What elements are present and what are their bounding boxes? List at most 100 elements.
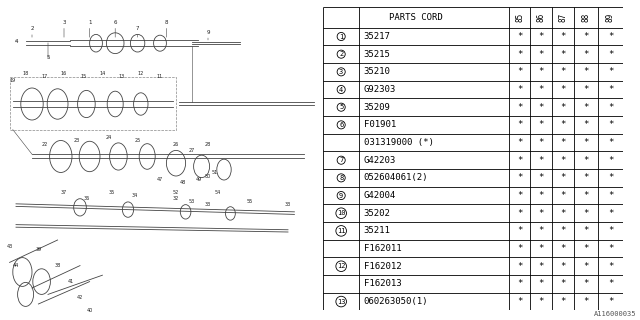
Text: *: * (560, 85, 566, 94)
Text: *: * (583, 156, 589, 165)
Text: *: * (583, 279, 589, 288)
Text: *: * (539, 67, 544, 76)
Text: *: * (539, 173, 544, 182)
Text: 35215: 35215 (364, 50, 390, 59)
Text: *: * (517, 191, 522, 200)
Text: *: * (608, 244, 613, 253)
Text: *: * (517, 279, 522, 288)
Text: *: * (517, 138, 522, 147)
Text: 35211: 35211 (364, 226, 390, 236)
Text: *: * (560, 173, 566, 182)
Text: *: * (539, 138, 544, 147)
Text: 27: 27 (189, 148, 195, 153)
Text: 6: 6 (113, 20, 117, 25)
Text: *: * (560, 262, 566, 271)
Text: 24: 24 (106, 135, 112, 140)
Text: 32: 32 (173, 196, 179, 201)
Text: *: * (608, 85, 613, 94)
Text: *: * (608, 209, 613, 218)
Text: 5: 5 (46, 55, 50, 60)
Text: 060263050(1): 060263050(1) (364, 297, 428, 306)
Text: *: * (560, 50, 566, 59)
Text: *: * (517, 32, 522, 41)
Text: *: * (560, 191, 566, 200)
Text: 031319000 (*): 031319000 (*) (364, 138, 433, 147)
Text: 26: 26 (173, 141, 179, 147)
Text: 44: 44 (13, 263, 19, 268)
Text: 37: 37 (61, 189, 67, 195)
Text: *: * (560, 138, 566, 147)
Text: *: * (517, 103, 522, 112)
Text: F01901: F01901 (364, 120, 396, 129)
Text: *: * (560, 226, 566, 236)
Text: *: * (560, 120, 566, 129)
Text: F162011: F162011 (364, 244, 401, 253)
Text: *: * (539, 244, 544, 253)
Text: 54: 54 (214, 189, 221, 195)
Text: G42203: G42203 (364, 156, 396, 165)
Text: *: * (608, 67, 613, 76)
Text: F162013: F162013 (364, 279, 401, 288)
Text: *: * (539, 120, 544, 129)
Text: 38: 38 (54, 263, 61, 268)
Text: *: * (560, 67, 566, 76)
Text: *: * (539, 191, 544, 200)
Text: *: * (583, 209, 589, 218)
Text: 2: 2 (339, 51, 343, 57)
Text: *: * (560, 103, 566, 112)
Text: 35217: 35217 (364, 32, 390, 41)
Text: *: * (583, 262, 589, 271)
Text: *: * (517, 156, 522, 165)
Text: *: * (608, 120, 613, 129)
Text: 1: 1 (88, 20, 92, 25)
Text: *: * (583, 50, 589, 59)
Text: 6: 6 (339, 122, 343, 128)
Text: 42: 42 (77, 295, 83, 300)
Text: *: * (608, 279, 613, 288)
Text: *: * (608, 50, 613, 59)
Text: 13: 13 (118, 74, 125, 79)
Text: 16: 16 (61, 71, 67, 76)
Text: 5: 5 (339, 104, 343, 110)
Text: *: * (539, 209, 544, 218)
Text: *: * (539, 279, 544, 288)
Text: 39: 39 (35, 247, 42, 252)
Text: *: * (583, 173, 589, 182)
Text: 55: 55 (246, 199, 253, 204)
Text: 48: 48 (179, 180, 186, 185)
Text: 47: 47 (157, 177, 163, 182)
Text: 33: 33 (285, 202, 291, 207)
Text: 88: 88 (581, 13, 590, 22)
Text: F162012: F162012 (364, 262, 401, 271)
Text: *: * (608, 262, 613, 271)
Text: 3: 3 (62, 20, 66, 25)
Text: 10: 10 (337, 210, 346, 216)
Text: 35202: 35202 (364, 209, 390, 218)
Text: *: * (517, 297, 522, 306)
Text: 86: 86 (537, 13, 546, 22)
Text: 12: 12 (337, 263, 346, 269)
Text: *: * (517, 67, 522, 76)
Text: *: * (517, 120, 522, 129)
Text: *: * (608, 156, 613, 165)
Text: 50: 50 (205, 173, 211, 179)
Text: 35: 35 (109, 189, 115, 195)
Text: 7: 7 (136, 26, 140, 31)
Text: 4: 4 (339, 86, 343, 92)
Text: 9: 9 (339, 193, 343, 198)
Text: 17: 17 (42, 74, 48, 79)
Text: *: * (583, 120, 589, 129)
Text: *: * (517, 173, 522, 182)
Text: *: * (608, 226, 613, 236)
Text: 89: 89 (606, 13, 615, 22)
Text: 9: 9 (206, 29, 210, 35)
Text: *: * (560, 209, 566, 218)
Text: *: * (517, 226, 522, 236)
Text: 28: 28 (205, 141, 211, 147)
Text: *: * (583, 138, 589, 147)
Text: 52: 52 (173, 189, 179, 195)
Text: 2: 2 (30, 26, 34, 31)
Bar (10, 77, 176, 130)
Text: *: * (517, 209, 522, 218)
Text: *: * (560, 156, 566, 165)
